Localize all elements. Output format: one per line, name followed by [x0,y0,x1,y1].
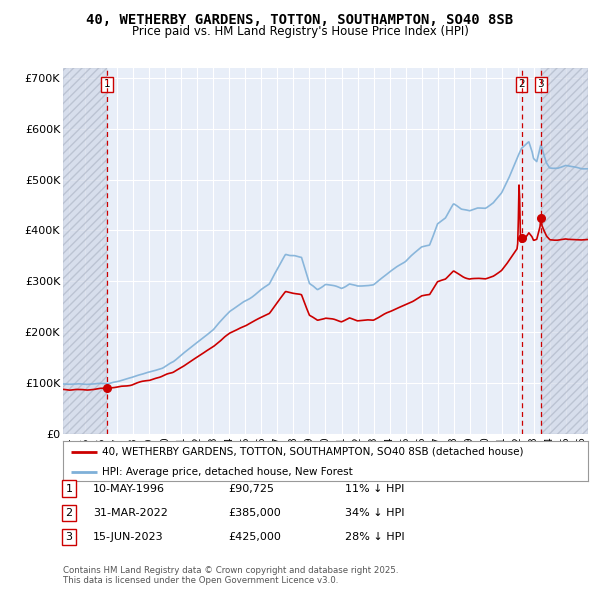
Text: 28% ↓ HPI: 28% ↓ HPI [345,532,404,542]
Text: 2: 2 [518,79,525,89]
Text: Contains HM Land Registry data © Crown copyright and database right 2025.
This d: Contains HM Land Registry data © Crown c… [63,566,398,585]
Text: 1: 1 [104,79,110,89]
Bar [541,68,588,434]
Text: 10-MAY-1996: 10-MAY-1996 [93,484,165,493]
Text: 31-MAR-2022: 31-MAR-2022 [93,508,168,517]
Text: 40, WETHERBY GARDENS, TOTTON, SOUTHAMPTON, SO40 8SB (detached house): 40, WETHERBY GARDENS, TOTTON, SOUTHAMPTO… [103,447,524,457]
Text: £425,000: £425,000 [228,532,281,542]
Text: 15-JUN-2023: 15-JUN-2023 [93,532,164,542]
Text: HPI: Average price, detached house, New Forest: HPI: Average price, detached house, New … [103,467,353,477]
Text: 3: 3 [538,79,544,89]
Text: Price paid vs. HM Land Registry's House Price Index (HPI): Price paid vs. HM Land Registry's House … [131,25,469,38]
Text: £385,000: £385,000 [228,508,281,517]
Text: £90,725: £90,725 [228,484,274,493]
Text: 11% ↓ HPI: 11% ↓ HPI [345,484,404,493]
Text: 3: 3 [65,532,73,542]
Text: 40, WETHERBY GARDENS, TOTTON, SOUTHAMPTON, SO40 8SB: 40, WETHERBY GARDENS, TOTTON, SOUTHAMPTO… [86,13,514,27]
Text: 1: 1 [65,484,73,493]
Bar [63,68,107,434]
Text: 34% ↓ HPI: 34% ↓ HPI [345,508,404,517]
Text: 2: 2 [65,508,73,517]
